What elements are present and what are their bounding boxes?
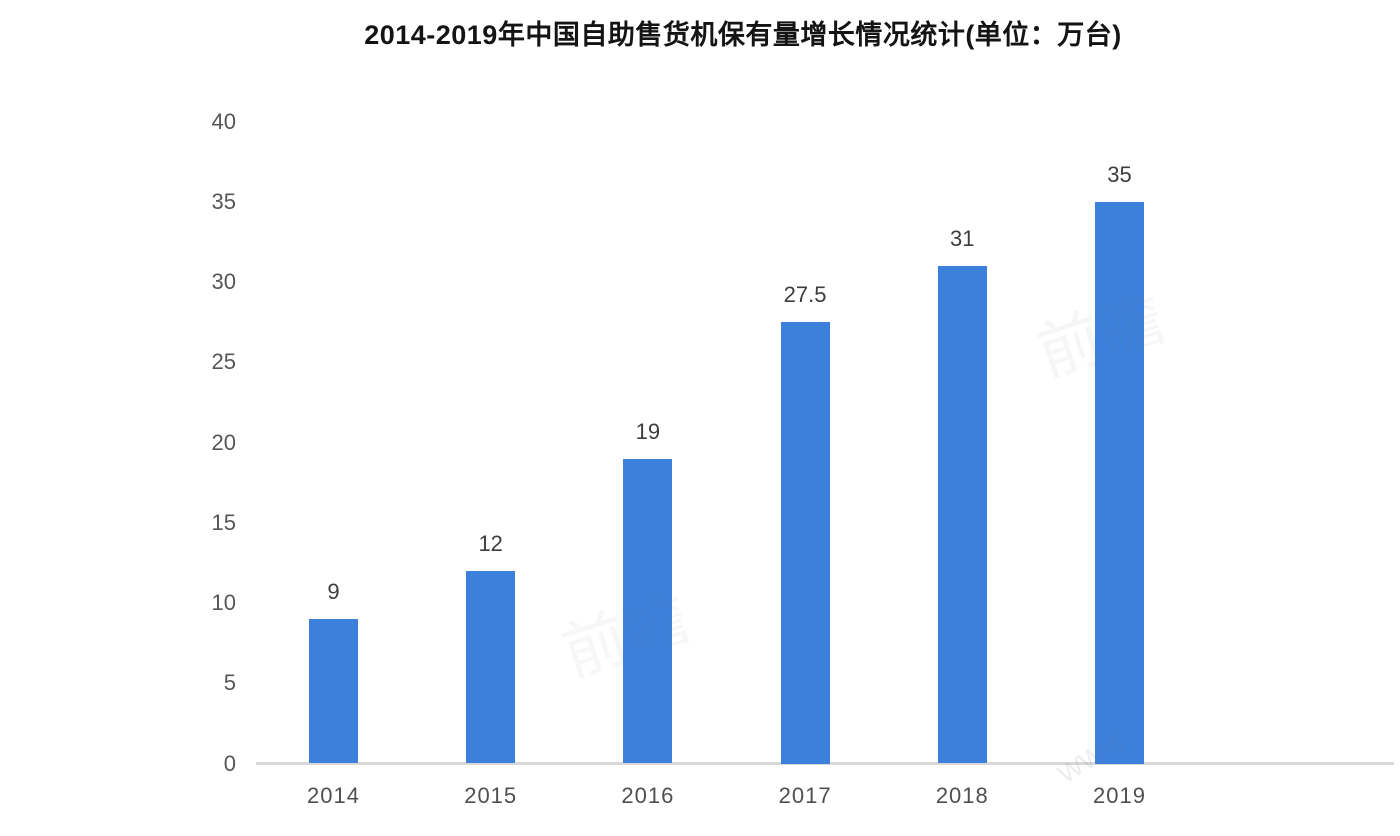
x-axis-tick-label: 2018 — [935, 783, 989, 808]
x-axis-tick-label: 2019 — [1093, 783, 1146, 808]
x-axis-tick-label: 2016 — [621, 783, 675, 808]
y-axis-tick-label: 10 — [211, 590, 236, 615]
y-axis-tick-label: 20 — [211, 429, 236, 455]
y-axis-tick-label: 40 — [211, 108, 236, 134]
bar-value-label: 19 — [635, 418, 661, 444]
y-axis-tick-label: 35 — [211, 188, 236, 214]
chart-title: 2014-2019年中国自助售货机保有量增长情况统计(单位：万台) — [364, 20, 1122, 50]
x-axis-line — [256, 762, 1394, 765]
bar-2014 — [309, 619, 358, 764]
bar-value-label: 35 — [1107, 161, 1132, 187]
y-axis-tick-label: 0 — [223, 750, 236, 776]
x-axis-tick-label: 2015 — [464, 783, 518, 808]
bar-2019 — [1095, 201, 1144, 764]
bar-value-label: 9 — [327, 579, 340, 605]
y-axis-tick-label: 5 — [223, 670, 236, 696]
bar-value-label: 31 — [950, 225, 975, 251]
bar-2017 — [780, 322, 830, 764]
bar-2018 — [937, 265, 987, 764]
bar-value-label: 27.5 — [783, 282, 827, 308]
x-axis-tick-label: 2014 — [307, 783, 360, 808]
y-axis-tick-label: 25 — [211, 349, 236, 375]
bar-value-label: 12 — [478, 530, 503, 556]
y-axis-tick-label: 30 — [211, 269, 236, 294]
bar-2016 — [623, 458, 673, 764]
x-axis-tick-label: 2017 — [778, 783, 832, 808]
bar-2015 — [466, 570, 516, 764]
y-axis-tick-label: 15 — [211, 509, 236, 535]
